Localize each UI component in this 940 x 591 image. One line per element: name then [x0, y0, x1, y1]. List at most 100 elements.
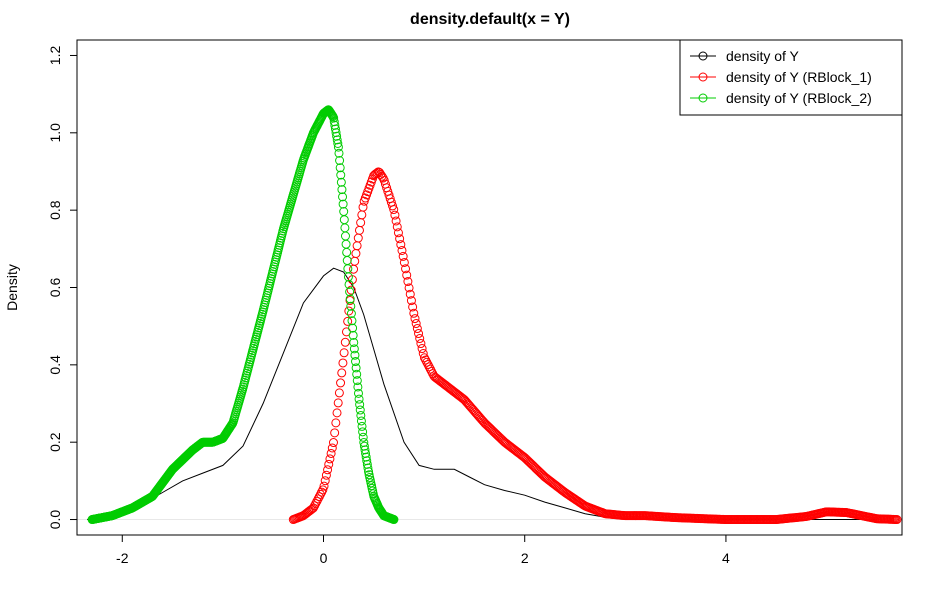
data-point: [360, 445, 370, 455]
y-tick-label: 0.2: [47, 432, 63, 452]
data-point: [331, 128, 341, 138]
data-point: [330, 120, 340, 130]
data-point: [317, 487, 327, 497]
series-1: [87, 267, 877, 520]
data-point: [417, 344, 427, 354]
data-point: [425, 364, 435, 374]
data-point: [311, 498, 321, 508]
legend-swatch-marker: [698, 51, 708, 61]
legend-entry-label: density of Y (RBlock_2): [726, 90, 872, 106]
data-point: [356, 416, 366, 426]
data-point: [336, 378, 346, 388]
data-point: [363, 463, 373, 473]
data-point: [406, 296, 416, 306]
data-point: [415, 334, 425, 344]
data-point: [345, 294, 355, 304]
data-point: [315, 489, 325, 499]
data-point: [353, 233, 363, 243]
data-point: [349, 344, 359, 354]
data-point: [331, 418, 341, 428]
data-point: [356, 218, 366, 228]
legend: density of Y density of Y (RBlock_1)densi…: [679, 39, 903, 116]
series-3: [87, 105, 399, 525]
data-point: [335, 163, 345, 173]
data-point: [348, 323, 358, 333]
data-point: [389, 515, 399, 525]
data-point: [327, 111, 337, 121]
data-point: [389, 205, 399, 215]
data-point: [371, 169, 381, 179]
data-point: [422, 357, 432, 367]
data-point: [355, 400, 365, 410]
data-point: [344, 306, 354, 316]
data-point: [346, 309, 356, 319]
data-point: [308, 503, 318, 513]
data-point: [335, 156, 345, 166]
data-point: [338, 358, 348, 368]
data-point: [333, 398, 343, 408]
x-tick-label: 2: [521, 550, 529, 566]
series-2: [288, 167, 902, 525]
x-tick-label: 4: [722, 550, 730, 566]
legend-swatch-marker: [698, 72, 708, 82]
data-point: [351, 363, 361, 373]
data-point: [393, 228, 403, 238]
y-tick-label: 0.8: [47, 200, 63, 220]
data-point: [333, 139, 343, 148]
data-point: [325, 454, 335, 464]
y-tick-label: 0.0: [47, 510, 63, 530]
data-point: [339, 348, 349, 358]
data-point: [361, 448, 371, 458]
data-point: [330, 428, 340, 438]
data-point: [388, 201, 398, 211]
data-point: [346, 301, 356, 311]
data-point: [347, 316, 357, 326]
data-point: [320, 476, 330, 486]
data-point: [340, 223, 350, 233]
data-point: [402, 270, 412, 280]
data-point: [310, 501, 320, 511]
data-point: [346, 285, 356, 295]
legend-box: [679, 39, 903, 116]
series-line: [87, 267, 877, 520]
data-point: [358, 427, 368, 437]
data-point: [358, 432, 368, 442]
data-point: [395, 234, 405, 244]
data-point: [343, 316, 353, 326]
data-point: [399, 257, 409, 267]
data-point: [403, 277, 413, 287]
data-point: [328, 438, 338, 448]
legend-entry-label: density of Y (RBlock_1): [726, 69, 872, 85]
data-point: [392, 222, 402, 232]
data-point: [353, 382, 363, 392]
data-point: [405, 289, 415, 299]
data-point: [414, 329, 424, 339]
y-axis-label: Density: [4, 264, 20, 311]
data-point: [359, 438, 369, 448]
y-tick-label: 1.0: [47, 123, 63, 143]
data-point: [327, 443, 337, 453]
y-tick-label: 0.4: [47, 355, 63, 375]
data-point: [892, 515, 902, 525]
data-point: [312, 496, 322, 506]
data-point: [333, 142, 343, 152]
data-point: [342, 247, 352, 257]
data-point: [410, 314, 420, 324]
data-point: [323, 465, 333, 475]
data-point: [416, 339, 426, 349]
data-point: [339, 215, 349, 225]
y-tick-label: 0.6: [47, 278, 63, 298]
data-point: [342, 256, 352, 266]
data-point: [364, 467, 374, 477]
data-point: [313, 494, 323, 504]
data-point: [358, 202, 368, 212]
data-point: [357, 421, 367, 431]
data-point: [332, 135, 342, 145]
data-point: [423, 360, 433, 370]
chart-title: density.default(x = Y): [410, 11, 570, 28]
data-point: [351, 249, 361, 258]
x-tick-label: 0: [320, 550, 328, 566]
data-point: [334, 388, 344, 398]
data-point: [424, 362, 434, 372]
